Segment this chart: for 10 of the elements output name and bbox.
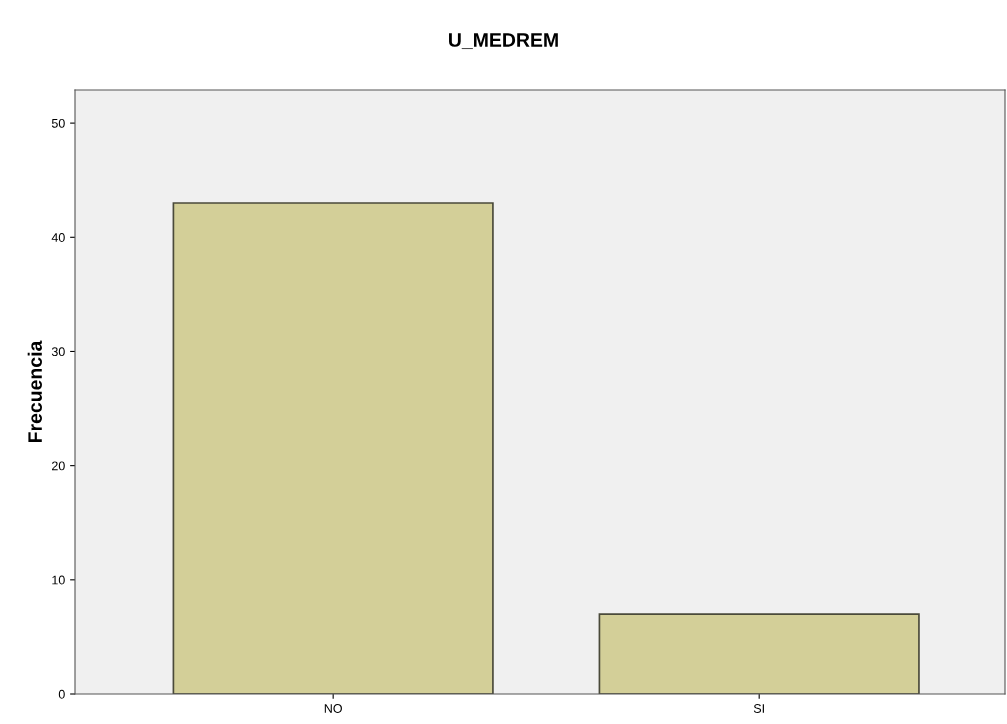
chart-title: U_MEDREM xyxy=(449,33,558,50)
y-tick-label: 50 xyxy=(51,118,65,128)
y-tick-label: 20 xyxy=(52,461,65,471)
y-tick-label: 30 xyxy=(51,347,65,357)
y-tick-label: 0 xyxy=(58,689,65,699)
y-tick-label: 10 xyxy=(52,575,65,585)
x-tick-label: SI xyxy=(753,704,764,713)
x-tick-label: NO xyxy=(324,704,342,713)
y-tick-label: 40 xyxy=(51,233,65,242)
y-axis-title: Frecuencia xyxy=(27,340,42,443)
